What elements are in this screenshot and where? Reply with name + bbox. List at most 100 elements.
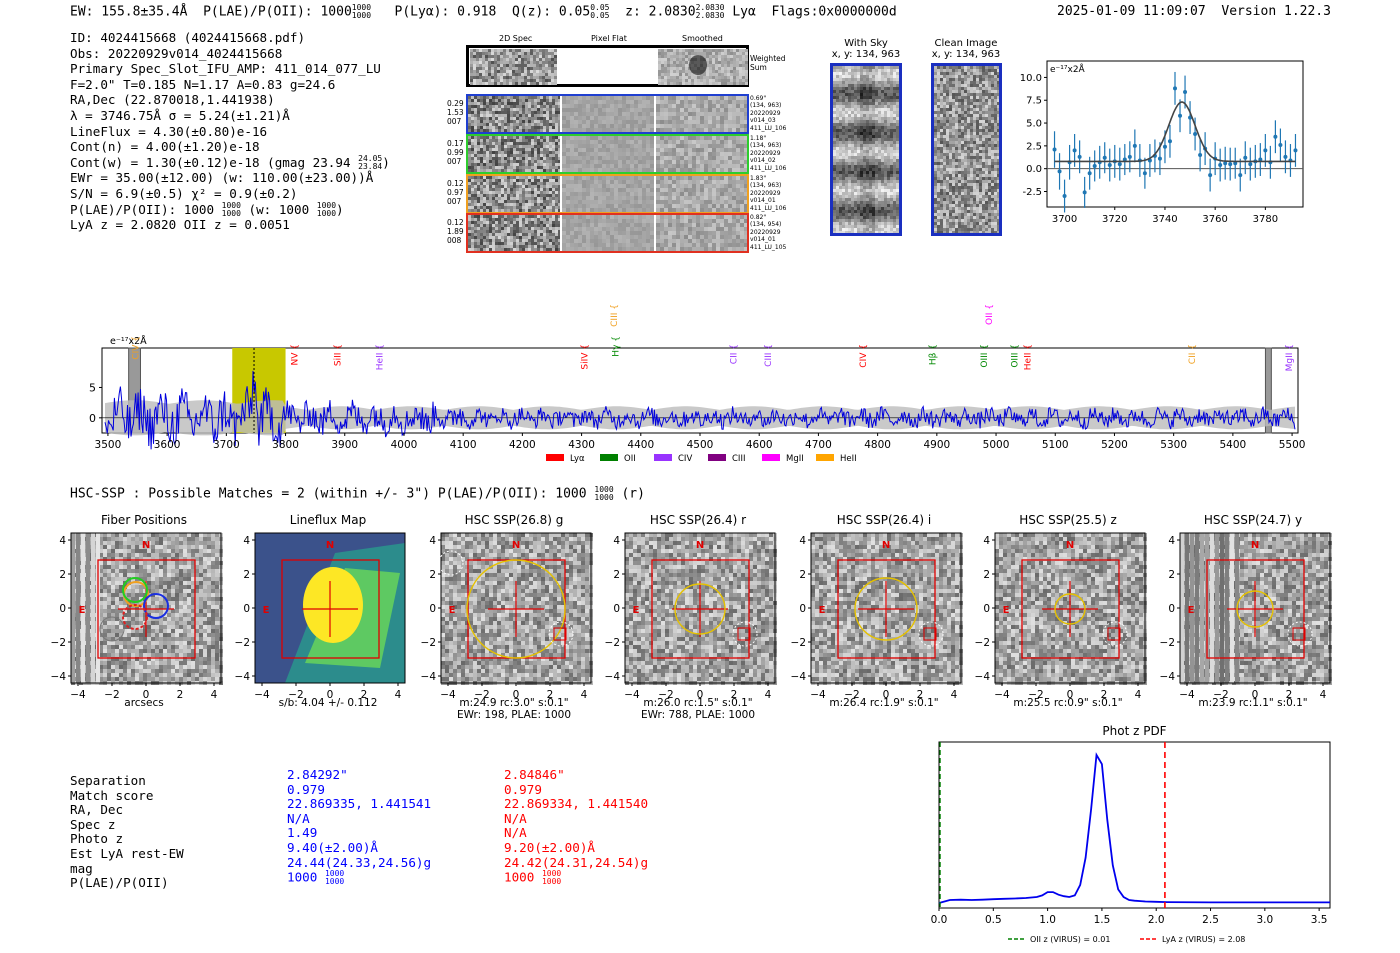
sky-pixel (887, 153, 890, 156)
noise-pixel (709, 79, 712, 82)
noise-pixel (739, 52, 742, 55)
noise-pixel (540, 233, 543, 236)
noise-pixel (676, 82, 679, 85)
noise-pixel (549, 108, 552, 111)
noise-pixel (646, 208, 650, 212)
noise-pixel (570, 156, 574, 160)
noise-pixel (471, 200, 474, 203)
noise-pixel (736, 108, 740, 112)
noise-pixel (522, 96, 525, 99)
sky-pixel (869, 171, 872, 174)
noise-pixel (513, 200, 516, 203)
noise-pixel (503, 82, 506, 85)
noise-pixel (664, 184, 668, 188)
noise-pixel (692, 112, 696, 116)
sky-pixel (851, 81, 854, 84)
noise-pixel (471, 96, 474, 99)
noise-pixel (546, 160, 549, 163)
noise-pixel (728, 108, 732, 112)
noise-pixel (720, 168, 724, 172)
noise-pixel (488, 70, 491, 73)
noise-pixel (480, 117, 483, 120)
noise-pixel (483, 126, 486, 129)
noise-pixel (724, 144, 728, 148)
noise-pixel (650, 196, 654, 200)
noise-pixel (552, 200, 555, 203)
sky-pixel (851, 78, 854, 81)
sky-pixel (881, 183, 884, 186)
noise-pixel (555, 221, 558, 224)
noise-pixel (704, 124, 708, 128)
noise-pixel (552, 151, 555, 154)
noise-pixel (531, 111, 534, 114)
noise-pixel (546, 224, 549, 227)
sky-pixel (863, 204, 866, 207)
noise-pixel (474, 221, 477, 224)
noise-pixel (555, 136, 558, 139)
sky-pixel (845, 90, 848, 93)
noise-pixel (718, 67, 721, 70)
noise-pixel (558, 242, 561, 245)
noise-pixel (516, 111, 519, 114)
noise-pixel (732, 184, 736, 188)
noise-pixel (661, 52, 664, 55)
sky-pixel (854, 192, 857, 195)
sky-pixel (869, 177, 872, 180)
noise-pixel (680, 96, 684, 100)
noise-pixel (680, 196, 684, 200)
sky-pixel (860, 168, 863, 171)
noise-pixel (540, 179, 543, 182)
noise-pixel (530, 67, 533, 70)
noise-pixel (477, 129, 480, 132)
sky-pixel (890, 87, 893, 90)
noise-pixel (664, 112, 668, 116)
sky-pixel (881, 99, 884, 102)
noise-pixel (586, 164, 590, 168)
noise-pixel (540, 169, 543, 172)
noise-pixel (650, 208, 654, 212)
sky-pixel (872, 180, 875, 183)
sky-pixel (851, 165, 854, 168)
noise-pixel (672, 112, 676, 116)
noise-pixel (540, 142, 543, 145)
noise-pixel (638, 116, 642, 120)
noise-pixel (586, 200, 590, 204)
noise-pixel (543, 136, 546, 139)
noise-pixel (489, 242, 492, 245)
noise-pixel (552, 114, 555, 117)
noise-pixel (634, 152, 638, 156)
noise-pixel (552, 169, 555, 172)
noise-pixel (479, 76, 482, 79)
sky-pixel (890, 153, 893, 156)
noise-pixel (566, 235, 570, 239)
noise-pixel (618, 168, 622, 172)
noise-pixel (528, 245, 531, 248)
sky-pixel (848, 114, 851, 117)
noise-pixel (660, 112, 664, 116)
noise-pixel (501, 248, 504, 251)
noise-pixel (673, 64, 676, 67)
noise-pixel (582, 168, 586, 172)
noise-pixel (704, 116, 708, 120)
noise-pixel (543, 148, 546, 151)
noise-pixel (646, 148, 650, 152)
sky-pixel (869, 81, 872, 84)
noise-pixel (518, 52, 521, 55)
noise-pixel (562, 184, 566, 188)
sky-pixel (869, 186, 872, 189)
noise-pixel (638, 247, 642, 251)
info-lya-z: LyA z = 2.0820 OII z = 0.0051 (70, 217, 290, 233)
sky-pixel (833, 135, 836, 138)
noise-pixel (744, 124, 748, 128)
noise-pixel (552, 179, 555, 182)
noise-pixel (519, 136, 522, 139)
noise-pixel (720, 108, 724, 112)
noise-pixel (566, 192, 570, 196)
noise-pixel (578, 223, 582, 227)
noise-pixel (676, 180, 680, 184)
noise-pixel (642, 247, 646, 251)
cutout-flat-noise (562, 96, 654, 132)
sky-pixel (842, 177, 845, 180)
noise-pixel (712, 231, 716, 235)
sky-pixel (851, 159, 854, 162)
